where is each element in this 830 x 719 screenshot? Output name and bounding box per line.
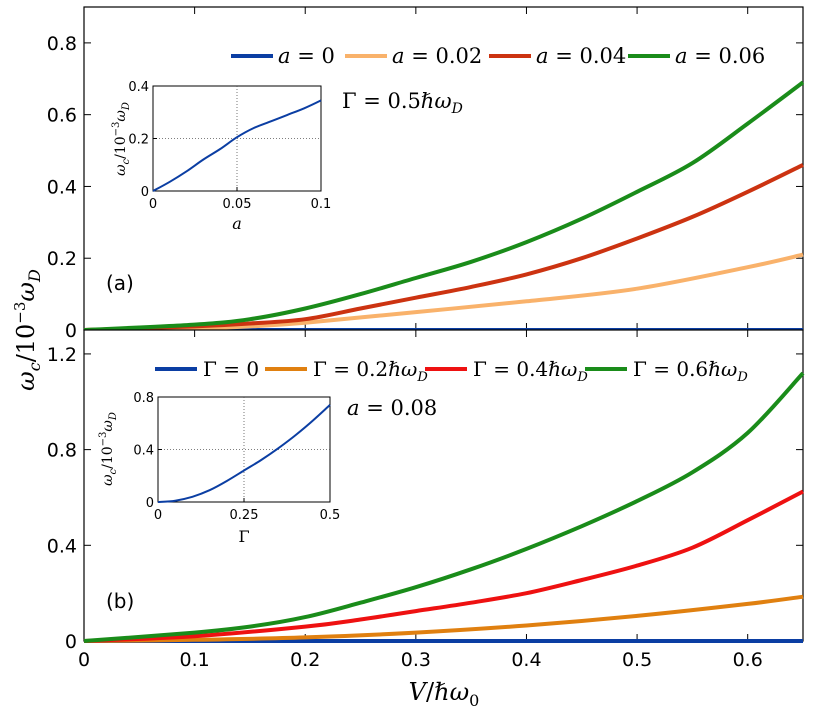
panel-b-series — [83, 371, 805, 643]
ytick-label: 0.4 — [47, 535, 77, 557]
legend-a006-label: a = 0.06 — [675, 44, 765, 68]
legend-a0-label: a = 0 — [278, 44, 335, 68]
inset-b-ylabel: ωc/10−3ωD — [98, 412, 119, 486]
inset-ytick-label: 0.2 — [128, 133, 149, 148]
inset-a: 0 0.05 0.1 0 0.2 0.4 a ωc/10−3ωD — [111, 80, 331, 233]
ytick-label: 0.6 — [47, 105, 77, 127]
inset-ytick-label: 0 — [141, 185, 149, 200]
inset-ytick-label: 0.8 — [133, 391, 154, 406]
panel-a-label: (a) — [106, 271, 134, 295]
xtick-label: 0.1 — [180, 649, 210, 671]
series-line-b-3 — [83, 371, 805, 643]
inset-a-xlabel: a — [232, 214, 242, 233]
legend-a004-label: a = 0.04 — [536, 44, 626, 68]
xtick-label: 0 — [78, 649, 90, 671]
xtick-label: 0.4 — [511, 649, 541, 671]
panel-b-annotation: a = 0.08 — [347, 396, 437, 420]
inset-b-xlabel: Γ — [238, 527, 249, 546]
inset-xtick-label: 0.5 — [320, 508, 341, 523]
panel-a-legend: a = 0 a = 0.02 a = 0.04 a = 0.06 — [231, 44, 765, 68]
inset-a-ylabel: ωc/10−3ωD — [111, 102, 132, 176]
xtick-label: 0.2 — [290, 649, 320, 671]
panel-a: 0 0.2 0.4 0.6 0.8 a = 0 a = 0.02 a = 0.04 a … — [47, 6, 805, 342]
inset-xtick-label: 0.25 — [230, 508, 259, 523]
series-line-b-2 — [83, 489, 804, 643]
inset-ytick-label: 0.4 — [128, 80, 149, 95]
inset-xtick-label: 0.05 — [223, 197, 252, 212]
legend-a002-label: a = 0.02 — [392, 44, 482, 68]
series-line-a-2 — [83, 163, 804, 332]
panel-a-annotation: Γ = 0.5ℏωD — [342, 89, 463, 117]
inset-a-content: 0 0.05 0.1 0 0.2 0.4 — [128, 80, 331, 212]
ytick-label: 0.8 — [47, 33, 77, 55]
series-line-a-1 — [83, 252, 804, 332]
series-line-a-3 — [83, 80, 805, 332]
panel-b-ticks: 0 0.4 0.8 1.2 — [47, 330, 803, 653]
inset-ytick-label: 0.4 — [133, 444, 154, 459]
ytick-label: 0 — [65, 631, 77, 653]
legend-g04-label: Γ = 0.4ℏωD — [473, 357, 588, 385]
legend-g02-label: Γ = 0.2ℏωD — [313, 357, 428, 385]
inset-ytick-label: 0 — [146, 496, 154, 511]
shared-x-axis-label: V/ℏω0 — [409, 678, 480, 710]
inset-series-line — [152, 99, 322, 192]
ytick-label: 0.8 — [47, 440, 77, 462]
series-line-b-1 — [83, 594, 804, 643]
ytick-label: 0 — [65, 320, 77, 342]
panel-b-legend: Γ = 0 Γ = 0.2ℏωD Γ = 0.4ℏωD Γ = 0.6ℏωD — [155, 357, 748, 385]
inset-xtick-label: 0.1 — [311, 197, 332, 212]
ytick-label: 1.2 — [47, 344, 77, 366]
inset-xtick-label: 0 — [154, 508, 162, 523]
inset-series-line — [157, 404, 331, 503]
shared-y-axis-label: ωc/10−3ωD — [11, 269, 44, 391]
xtick-label: 0.6 — [733, 649, 763, 671]
inset-xtick-label: 0 — [149, 197, 157, 212]
inset-b: 0 0.25 0.5 0 0.4 0.8 Γ ωc/10−3ωD — [98, 391, 340, 546]
panel-b-label: (b) — [106, 589, 134, 613]
xtick-label: 0.5 — [622, 649, 652, 671]
legend-g06-label: Γ = 0.6ℏωD — [633, 357, 748, 385]
legend-g0-label: Γ = 0 — [203, 357, 259, 381]
panel-b: 0 0.4 0.8 1.2 Γ = 0 Γ = 0.2ℏωD Γ = 0.4ℏωD Γ… — [47, 329, 805, 653]
xtick-label: 0.3 — [401, 649, 431, 671]
ytick-label: 0.2 — [47, 248, 77, 270]
inset-b-content: 0 0.25 0.5 0 0.4 0.8 — [133, 391, 340, 523]
ytick-label: 0.4 — [47, 176, 77, 198]
shared-x-ticks: 0 0.1 0.2 0.3 0.4 0.5 0.6 — [78, 649, 763, 671]
